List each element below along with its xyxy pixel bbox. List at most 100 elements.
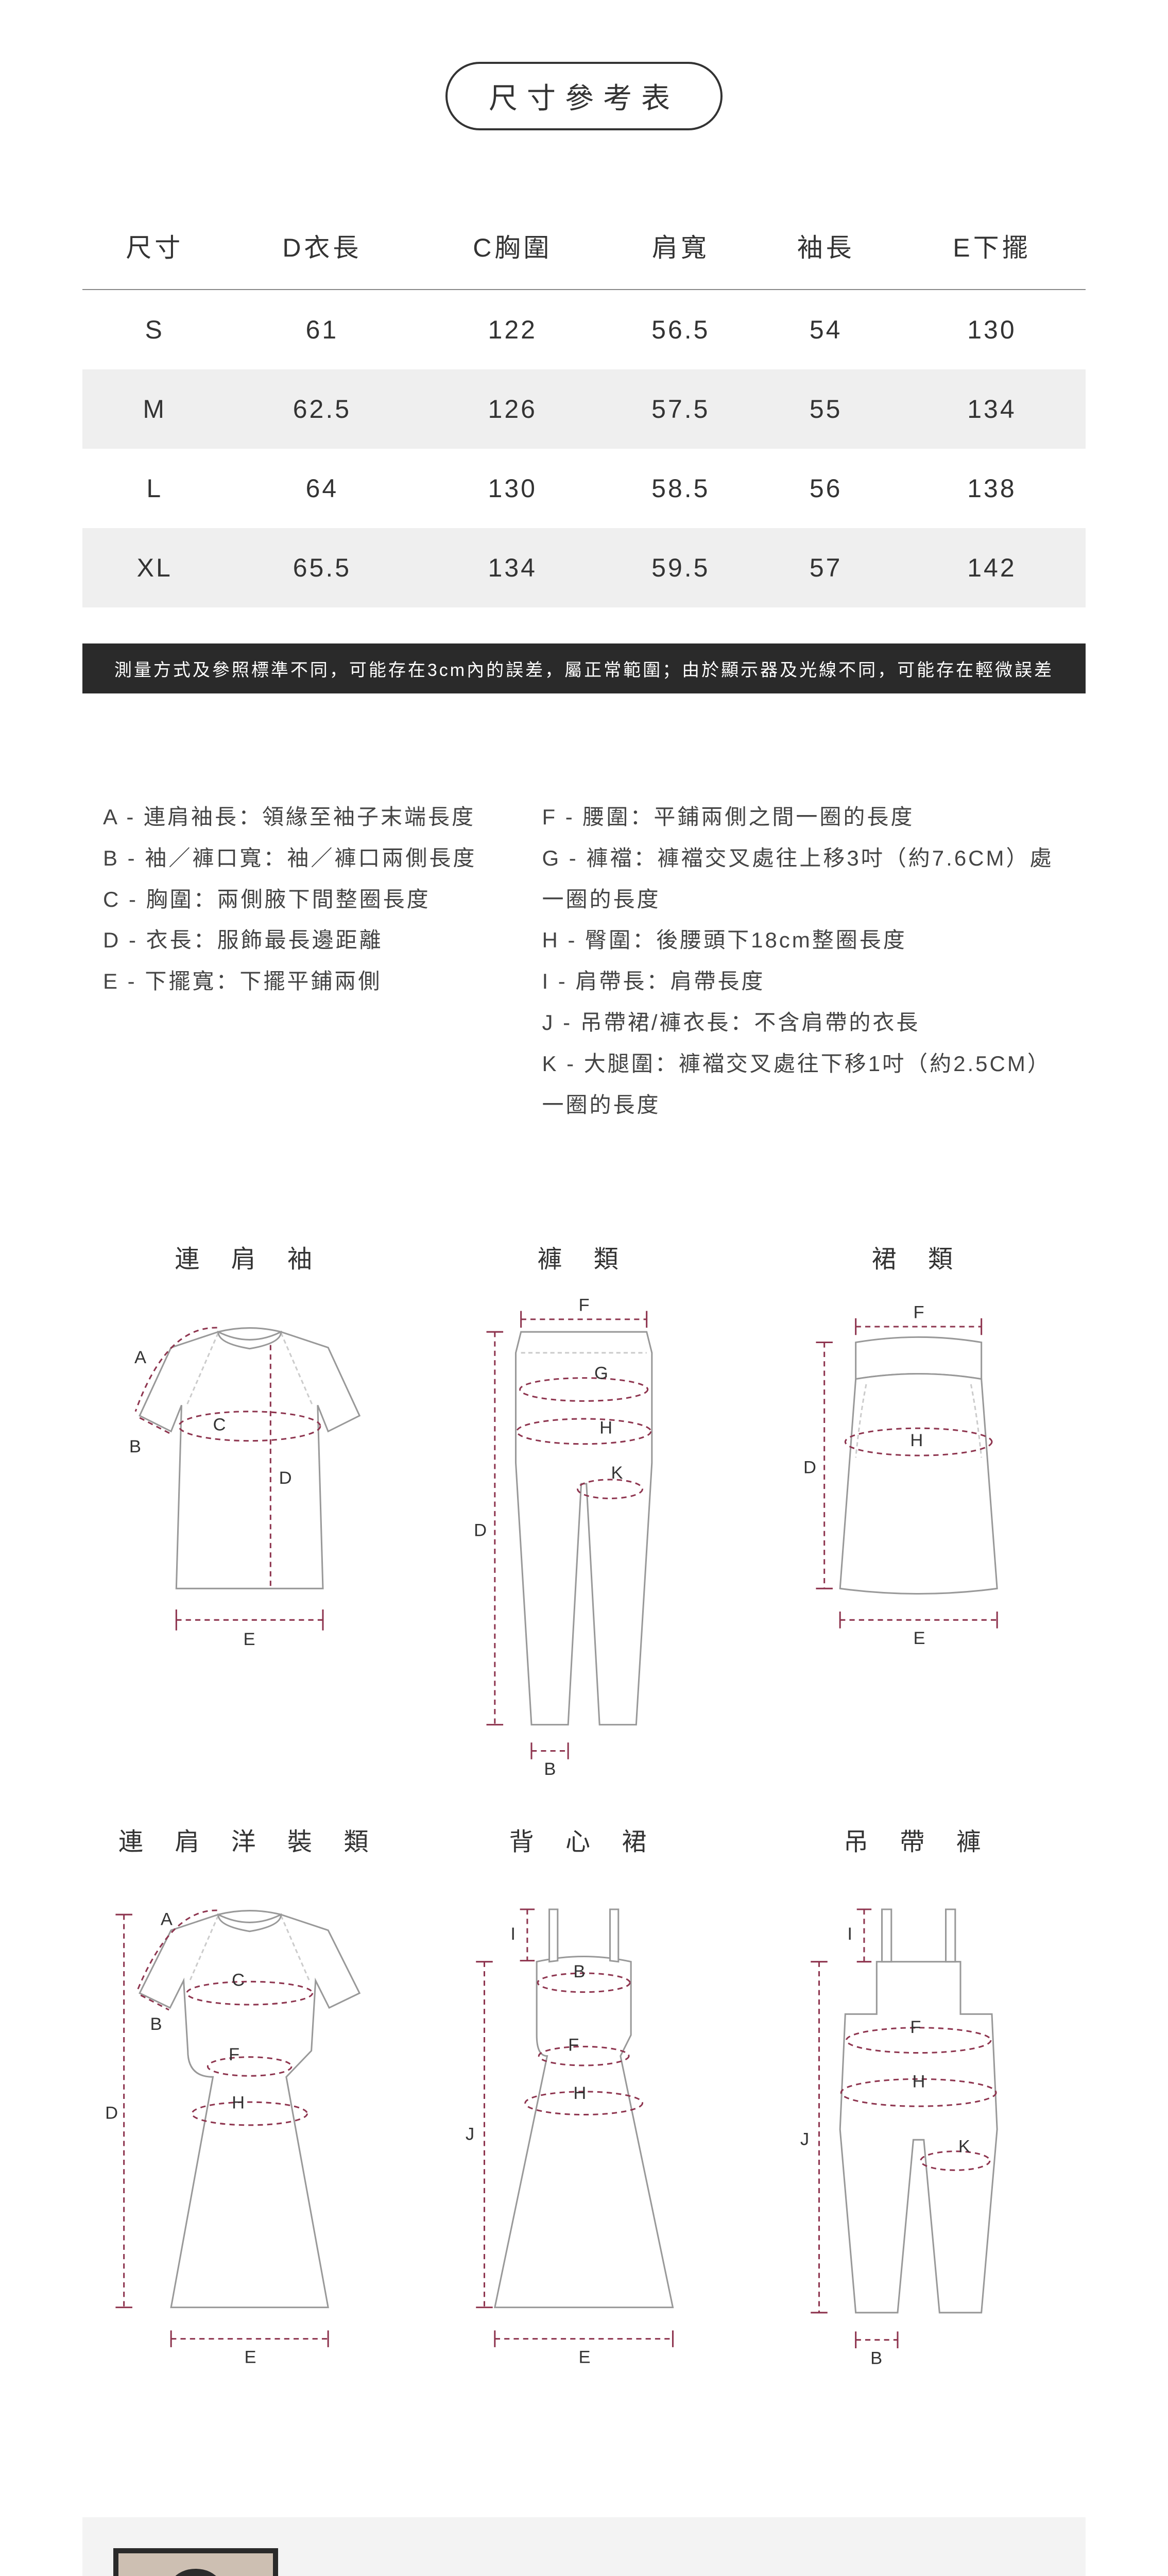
diagram-grid: 連 肩 袖 A B C D E 褲 類 (82, 1239, 1086, 2383)
cell: XL (82, 528, 227, 607)
cell: 64 (227, 449, 417, 528)
disclaimer-bar: 測量方式及參照標準不同，可能存在3cm內的誤差，屬正常範圍；由於顯示器及光線不同… (82, 643, 1086, 693)
diagram-overalls: 吊 帶 褲 I F H K J B (772, 1821, 1065, 2383)
diagram-title: 吊 帶 褲 (772, 1821, 1065, 1857)
svg-text:F: F (568, 2035, 580, 2055)
svg-text:F: F (229, 2044, 241, 2064)
svg-text:E: E (244, 2347, 257, 2367)
col-header: 袖長 (753, 202, 898, 290)
size-table-head: 尺寸 D衣長 C胸圍 肩寬 袖長 E下擺 (82, 202, 1086, 290)
svg-text:I: I (847, 1924, 853, 1944)
svg-text:C: C (232, 1970, 246, 1990)
cell: 57 (753, 528, 898, 607)
legend-item: D - 衣長：服飾最長邊距離 (103, 920, 521, 961)
cell: 59.5 (608, 528, 753, 607)
diagram-title: 褲 類 (437, 1239, 730, 1275)
cell: L (82, 449, 227, 528)
svg-text:D: D (474, 1521, 488, 1540)
svg-text:H: H (599, 1418, 613, 1438)
skirt-icon: F H D E (772, 1295, 1065, 1672)
svg-text:K: K (958, 2137, 971, 2156)
diagram-title: 連 肩 洋 裝 類 (103, 1821, 396, 1857)
svg-text:F: F (913, 1303, 925, 1323)
svg-text:E: E (243, 1630, 256, 1649)
svg-text:C: C (213, 1415, 227, 1435)
legend-left-column: A - 連肩袖長：領緣至袖子末端長度 B - 袖／褲口寬：袖／褲口兩側長度 C … (103, 796, 521, 1125)
svg-text:D: D (279, 1468, 293, 1488)
svg-text:H: H (912, 2072, 926, 2091)
legend-item: H - 臀圍：後腰頭下18cm整圈長度 (542, 920, 1065, 961)
svg-text:B: B (574, 1962, 587, 1981)
col-header: E下擺 (898, 202, 1086, 290)
cell: 61 (227, 290, 417, 369)
table-row: XL 65.5 134 59.5 57 142 (82, 528, 1086, 607)
cell: 56 (753, 449, 898, 528)
table-row: M 62.5 126 57.5 55 134 (82, 369, 1086, 449)
legend-item: G - 褲襠：褲襠交叉處往上移3吋（約7.6CM）處一圈的長度 (542, 838, 1065, 920)
svg-text:A: A (161, 1909, 174, 1929)
legend-item: I - 肩帶長：肩帶長度 (542, 961, 1065, 1002)
svg-text:H: H (232, 2093, 246, 2112)
cell: 57.5 (608, 369, 753, 449)
legend-item: J - 吊帶裙/褲衣長：不含肩帶的衣長 (542, 1002, 1065, 1043)
measurement-legend: A - 連肩袖長：領緣至袖子末端長度 B - 袖／褲口寬：袖／褲口兩側長度 C … (82, 796, 1086, 1125)
cell: 56.5 (608, 290, 753, 369)
table-row: L 64 130 58.5 56 138 (82, 449, 1086, 528)
overalls-icon: I F H K J B (772, 1878, 1065, 2381)
svg-text:K: K (611, 1463, 624, 1483)
svg-text:J: J (466, 2124, 475, 2144)
diagram-title: 連 肩 袖 (103, 1239, 396, 1275)
svg-text:B: B (129, 1437, 142, 1456)
cell: 54 (753, 290, 898, 369)
table-row: S 61 122 56.5 54 130 (82, 290, 1086, 369)
col-header: D衣長 (227, 202, 417, 290)
svg-text:H: H (574, 2083, 588, 2103)
legend-item: C - 胸圍：兩側腋下間整圈長度 (103, 879, 521, 920)
diagram-raglan-top: 連 肩 袖 A B C D E (103, 1239, 396, 1780)
size-table: 尺寸 D衣長 C胸圍 肩寬 袖長 E下擺 S 61 122 56.5 54 13… (82, 202, 1086, 607)
svg-text:D: D (105, 2103, 119, 2123)
cell: 65.5 (227, 528, 417, 607)
col-header: 尺寸 (82, 202, 227, 290)
svg-text:E: E (913, 1629, 926, 1648)
diagram-raglan-dress: 連 肩 洋 裝 類 A B C F H D (103, 1821, 396, 2383)
cell: 130 (898, 290, 1086, 369)
svg-text:I: I (511, 1924, 517, 1944)
svg-text:B: B (544, 1760, 557, 1777)
model-photo-placeholder (118, 2553, 273, 2576)
size-table-body: S 61 122 56.5 54 130 M 62.5 126 57.5 55 … (82, 290, 1086, 607)
svg-text:B: B (870, 2348, 883, 2368)
legend-right-column: F - 腰圍：平鋪兩側之間一圈的長度 G - 褲襠：褲襠交叉處往上移3吋（約7.… (542, 796, 1065, 1125)
legend-item: F - 腰圍：平鋪兩側之間一圈的長度 (542, 796, 1065, 838)
raglan-top-icon: A B C D E (103, 1295, 396, 1651)
cell: 62.5 (227, 369, 417, 449)
diagram-cami-dress: 背 心 裙 I B F H J E (437, 1821, 730, 2383)
legend-item: K - 大腿圍：褲襠交叉處往下移1吋（約2.5CM）一圈的長度 (542, 1043, 1065, 1126)
diagram-pants: 褲 類 F G H K D B (437, 1239, 730, 1780)
legend-item: E - 下擺寬：下擺平鋪兩側 (103, 961, 521, 1002)
cell: 126 (417, 369, 608, 449)
cell: 134 (417, 528, 608, 607)
cell: 134 (898, 369, 1086, 449)
raglan-dress-icon: A B C F H D E (103, 1878, 396, 2381)
svg-text:G: G (594, 1364, 609, 1383)
svg-text:A: A (134, 1348, 147, 1368)
svg-text:B: B (150, 2014, 163, 2034)
svg-text:F: F (579, 1296, 591, 1315)
svg-text:J: J (800, 2129, 810, 2149)
cell: 55 (753, 369, 898, 449)
col-header: 肩寬 (608, 202, 753, 290)
pants-icon: F G H K D B (437, 1295, 730, 1777)
svg-text:F: F (910, 2018, 922, 2037)
cell: 138 (898, 449, 1086, 528)
svg-text:H: H (910, 1431, 924, 1450)
svg-text:D: D (803, 1458, 817, 1478)
cell: 130 (417, 449, 608, 528)
page-title-text: 尺寸參考表 (445, 62, 723, 130)
col-header: C胸圍 (417, 202, 608, 290)
diagram-title: 背 心 裙 (437, 1821, 730, 1857)
cami-dress-icon: I B F H J E (437, 1878, 730, 2381)
diagram-title: 裙 類 (772, 1239, 1065, 1275)
svg-text:E: E (579, 2347, 592, 2367)
cell: 142 (898, 528, 1086, 607)
